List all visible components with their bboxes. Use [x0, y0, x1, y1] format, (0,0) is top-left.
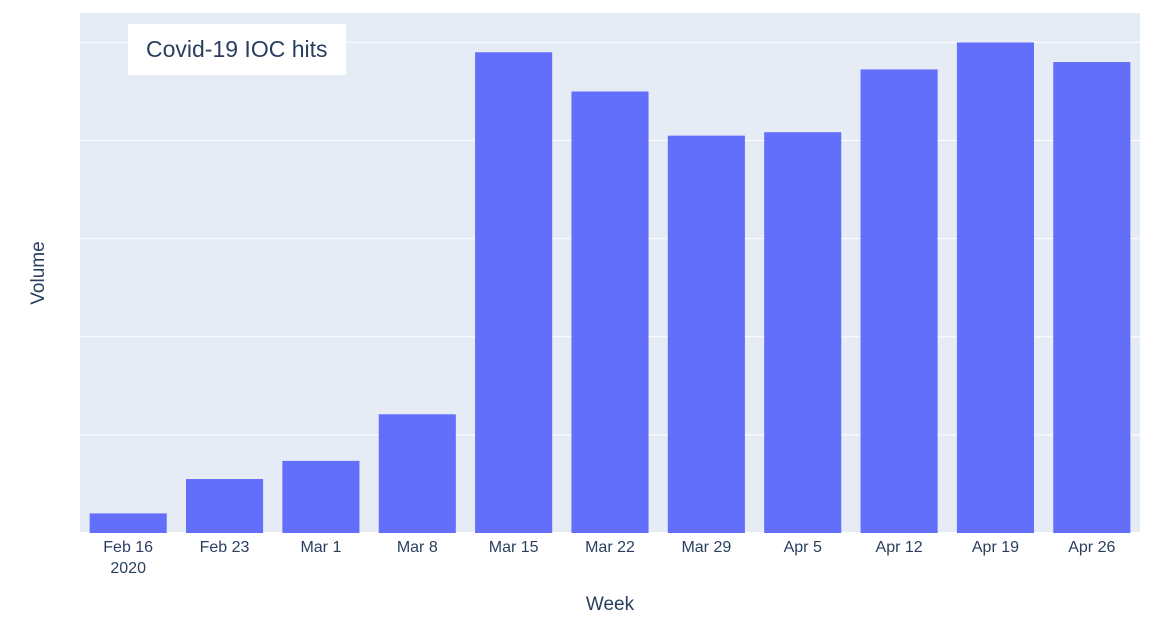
- x-tick-label: Apr 19: [972, 539, 1019, 556]
- bar[interactable]: [956, 42, 1034, 534]
- x-tick-label: Feb 23: [200, 539, 250, 556]
- x-axis-ticks: Feb 16 2020 Feb 23 Mar 1 Mar 8 Mar 15 Mar 22 Ma…: [103, 539, 1115, 577]
- bar[interactable]: [475, 52, 553, 534]
- x-tick-label: Apr 26: [1068, 539, 1115, 556]
- x-axis-title: Week: [586, 594, 635, 615]
- x-tick-sublabel: 2020: [110, 560, 146, 577]
- legend-label: Covid-19 IOC hits: [146, 36, 328, 62]
- x-tick-label: Mar 8: [397, 539, 438, 556]
- x-tick-label: Apr 5: [784, 539, 822, 556]
- x-tick-label: Apr 12: [876, 539, 923, 556]
- x-tick-label: Feb 16: [103, 539, 153, 556]
- x-tick-label: Mar 1: [300, 539, 341, 556]
- y-axis-title: Volume: [28, 241, 49, 304]
- bar[interactable]: [860, 69, 938, 533]
- bar[interactable]: [571, 91, 649, 533]
- bar[interactable]: [89, 513, 167, 533]
- x-tick-label: Mar 15: [489, 539, 539, 556]
- bar[interactable]: [282, 460, 360, 533]
- bar[interactable]: [1053, 62, 1131, 533]
- x-tick-label: Mar 22: [585, 539, 635, 556]
- bar[interactable]: [186, 479, 264, 533]
- legend: Covid-19 IOC hits: [128, 24, 346, 75]
- bar[interactable]: [667, 135, 745, 533]
- bar[interactable]: [378, 414, 456, 533]
- x-tick-label: Mar 29: [681, 539, 731, 556]
- bar[interactable]: [764, 132, 842, 533]
- bars: [89, 42, 1131, 534]
